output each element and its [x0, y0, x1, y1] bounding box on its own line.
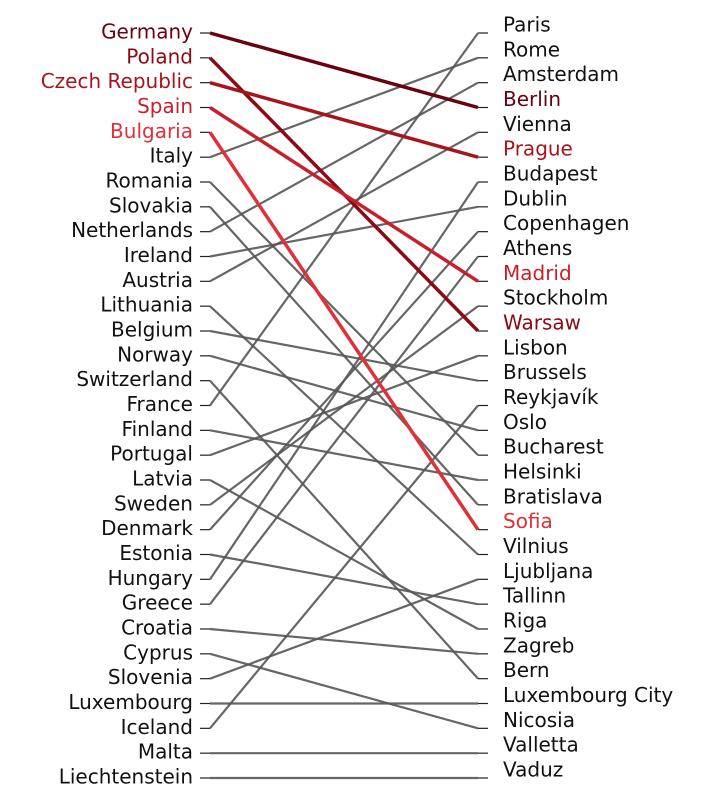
country-label: Spain	[137, 94, 193, 118]
country-label: Latvia	[132, 467, 193, 491]
country-label: Slovakia	[109, 193, 193, 217]
link-line	[209, 80, 479, 159]
country-label: Slovenia	[108, 665, 193, 689]
country-label: Greece	[122, 591, 193, 615]
country-label: Italy	[150, 144, 194, 168]
link-line	[209, 32, 479, 407]
country-label: Denmark	[101, 516, 193, 540]
country-label: Finland	[122, 417, 193, 441]
capital-label: Prague	[503, 137, 573, 161]
capital-label: Stockholm	[503, 286, 608, 310]
country-label: Ireland	[124, 243, 193, 267]
capital-label: Vilnius	[503, 534, 569, 558]
country-label: Croatia	[121, 616, 193, 640]
country-label: Liechtenstein	[59, 765, 193, 789]
capital-label: Zagreb	[503, 633, 574, 657]
capital-label: Dublin	[503, 186, 568, 210]
capital-label: Brussels	[503, 360, 587, 384]
link-line	[209, 255, 479, 605]
capital-label: Warsaw	[503, 311, 581, 335]
capital-label: Tallinn	[502, 584, 566, 608]
country-label: Estonia	[119, 541, 193, 565]
capital-label: Rome	[503, 37, 560, 61]
country-label: Hungary	[108, 566, 194, 590]
capital-label: Helsinki	[503, 460, 582, 484]
link-line	[209, 81, 479, 233]
capital-label: Amsterdam	[503, 62, 619, 86]
country-label: Austria	[122, 268, 193, 292]
capital-label: Reykjavík	[503, 385, 599, 409]
country-label: Lithuania	[100, 293, 193, 317]
country-label: Luxembourg	[68, 690, 193, 714]
country-label: Poland	[126, 44, 193, 68]
country-label: Norway	[117, 342, 193, 366]
link-line	[209, 652, 479, 730]
country-label: Portugal	[110, 442, 193, 466]
capital-label: Berlin	[503, 87, 561, 111]
link-line	[209, 181, 479, 456]
country-label: Netherlands	[71, 218, 193, 242]
link-line	[209, 627, 479, 655]
country-label: Germany	[101, 20, 193, 44]
country-label: Switzerland	[76, 367, 193, 391]
link-line	[209, 329, 479, 382]
capital-label: Riga	[503, 609, 547, 633]
country-label: Sweden	[114, 491, 193, 515]
link-line	[209, 578, 479, 680]
link-line	[209, 404, 479, 730]
capital-label: Sofia	[503, 509, 553, 533]
capital-label: Oslo	[503, 410, 547, 434]
link-line	[209, 56, 479, 159]
capital-label: Valletta	[503, 733, 579, 757]
link-line	[209, 131, 479, 283]
capital-label: Bucharest	[503, 435, 604, 459]
capital-label: Athens	[503, 236, 572, 260]
country-label: Cyprus	[123, 640, 193, 664]
capital-label: Bratislava	[503, 484, 603, 508]
capital-label: Bern	[503, 658, 550, 682]
link-line	[209, 181, 479, 580]
capital-label: Vienna	[503, 112, 572, 136]
link-line	[209, 205, 479, 258]
capital-label: Vaduz	[503, 758, 563, 782]
link-line	[209, 479, 479, 630]
capital-label: Nicosia	[503, 708, 575, 732]
country-label: France	[126, 392, 193, 416]
capital-label: Copenhagen	[503, 211, 629, 235]
country-label: Iceland	[121, 715, 193, 739]
capital-label: Ljubljana	[503, 559, 593, 583]
country-label: Bulgaria	[110, 119, 193, 143]
link-line	[209, 106, 479, 283]
capital-label: Madrid	[503, 261, 572, 285]
country-label: Romania	[106, 169, 193, 193]
link-line	[208, 131, 480, 531]
link-line	[209, 553, 479, 606]
capital-label: Budapest	[503, 162, 598, 186]
link-line	[209, 379, 479, 680]
country-label: Belgium	[111, 318, 193, 342]
link-line	[209, 305, 479, 506]
link-line	[209, 354, 479, 432]
capital-label: Luxembourg City	[503, 683, 673, 707]
country-label: Malta	[138, 740, 193, 764]
link-line	[209, 31, 479, 110]
country-label: Czech Republic	[41, 69, 193, 93]
capital-label: Paris	[503, 13, 551, 37]
capital-label: Lisbon	[503, 335, 568, 359]
